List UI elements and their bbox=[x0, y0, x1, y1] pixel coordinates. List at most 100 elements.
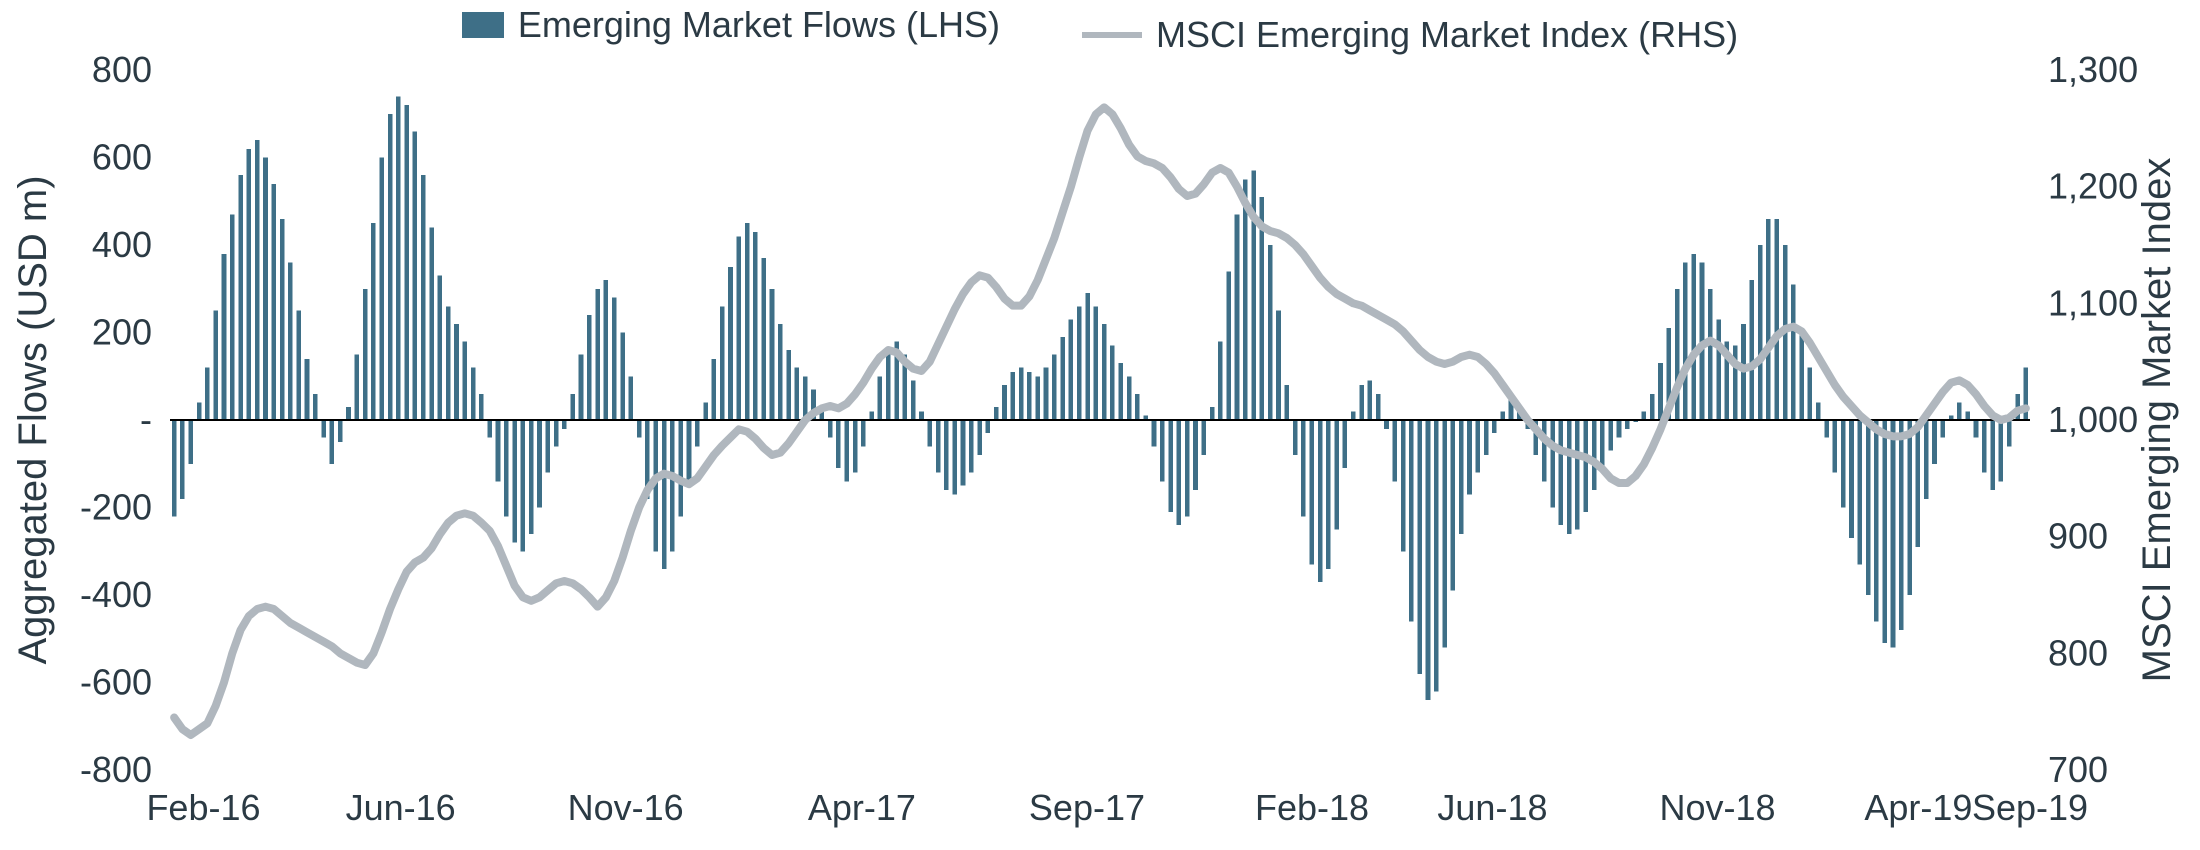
flow-bar bbox=[1334, 420, 1339, 529]
flow-bar bbox=[1575, 420, 1580, 529]
flow-bar bbox=[678, 420, 683, 516]
flow-bar bbox=[1766, 219, 1771, 420]
flow-bar bbox=[986, 420, 991, 433]
flow-bar bbox=[670, 420, 675, 551]
y-left-tick-label: -400 bbox=[80, 574, 152, 615]
flow-bar bbox=[853, 420, 858, 473]
flow-bar bbox=[1351, 411, 1356, 420]
flow-bar bbox=[1758, 245, 1763, 420]
flow-bar bbox=[952, 420, 957, 494]
flow-bar bbox=[1392, 420, 1397, 481]
flow-bar bbox=[238, 175, 243, 420]
flow-bar bbox=[761, 258, 766, 420]
flow-bar bbox=[446, 306, 451, 420]
index-line bbox=[174, 107, 2026, 735]
y-left-title: Aggregated Flows (USD m) bbox=[11, 175, 55, 664]
legend-label-index: MSCI Emerging Market Index (RHS) bbox=[1156, 14, 1738, 56]
flow-bar bbox=[1791, 284, 1796, 420]
flow-bar bbox=[1974, 420, 1979, 438]
flow-bar bbox=[1035, 376, 1040, 420]
flow-bar bbox=[263, 158, 268, 421]
y-left-tick-label: -800 bbox=[80, 749, 152, 790]
flow-bar bbox=[1127, 376, 1132, 420]
flow-bar bbox=[861, 420, 866, 446]
flow-bar bbox=[687, 420, 692, 481]
flow-bar bbox=[1916, 420, 1921, 547]
flow-bar bbox=[1135, 394, 1140, 420]
flow-bar bbox=[1891, 420, 1896, 648]
line-swatch-icon bbox=[1082, 32, 1142, 38]
flow-bar bbox=[363, 289, 368, 420]
flow-bar bbox=[280, 219, 285, 420]
flow-bar bbox=[1683, 263, 1688, 421]
flow-bar bbox=[662, 420, 667, 569]
flow-bar bbox=[1550, 420, 1555, 508]
flow-bar bbox=[1965, 411, 1970, 420]
flow-bar bbox=[595, 289, 600, 420]
flow-bar bbox=[1426, 420, 1431, 700]
y-left-tick-label: 200 bbox=[92, 312, 152, 353]
flow-bar bbox=[321, 420, 326, 438]
flow-bar bbox=[1924, 420, 1929, 499]
flow-bar bbox=[786, 350, 791, 420]
x-tick-label: Nov-18 bbox=[1659, 787, 1775, 828]
flow-bar bbox=[454, 324, 459, 420]
flow-bar bbox=[886, 350, 891, 420]
flow-bar bbox=[404, 105, 409, 420]
flow-bar bbox=[1094, 306, 1099, 420]
flow-bar bbox=[1459, 420, 1464, 534]
y-left-tick-label: 400 bbox=[92, 224, 152, 265]
flow-bar bbox=[1243, 179, 1248, 420]
flow-bar bbox=[1559, 420, 1564, 525]
flow-bar bbox=[703, 403, 708, 421]
y-right-tick-label: 700 bbox=[2048, 749, 2108, 790]
x-tick-label: Nov-16 bbox=[568, 787, 684, 828]
flow-bar bbox=[712, 359, 717, 420]
flow-bar bbox=[570, 394, 575, 420]
flow-bar bbox=[504, 420, 509, 516]
flow-bar bbox=[579, 354, 584, 420]
flow-bar bbox=[1177, 420, 1182, 525]
flow-bar bbox=[247, 149, 252, 420]
flow-bar bbox=[1808, 368, 1813, 421]
y-left-tick-label: - bbox=[140, 399, 152, 440]
flow-bar bbox=[1608, 420, 1613, 451]
flow-bar bbox=[1193, 420, 1198, 490]
flow-bar bbox=[1957, 403, 1962, 421]
flow-bar bbox=[529, 420, 534, 534]
flow-bar bbox=[620, 333, 625, 421]
y-left-tick-label: -200 bbox=[80, 487, 152, 528]
y-right-tick-label: 1,100 bbox=[2048, 282, 2138, 323]
flow-bar bbox=[429, 228, 434, 421]
flow-bar bbox=[1343, 420, 1348, 468]
flow-bar bbox=[1600, 420, 1605, 468]
flow-bar bbox=[844, 420, 849, 481]
flow-bar bbox=[1567, 420, 1572, 534]
flow-bar bbox=[1442, 420, 1447, 648]
flow-bar bbox=[205, 368, 210, 421]
x-tick-label: Apr-17 bbox=[808, 787, 916, 828]
flow-bar bbox=[977, 420, 982, 455]
y-right-tick-label: 800 bbox=[2048, 632, 2108, 673]
y-left-tick-label: -600 bbox=[80, 662, 152, 703]
flow-bar bbox=[346, 407, 351, 420]
flow-bar bbox=[1376, 394, 1381, 420]
flow-bar bbox=[1932, 420, 1937, 464]
flow-bar bbox=[172, 420, 177, 516]
flow-bar bbox=[1368, 381, 1373, 420]
y-right-axis: 7008009001,0001,1001,2001,300 bbox=[2048, 49, 2138, 790]
flow-bar bbox=[1401, 420, 1406, 551]
flow-bar bbox=[1301, 420, 1306, 516]
flow-bar bbox=[230, 214, 235, 420]
flow-bar bbox=[1841, 420, 1846, 508]
flow-bar bbox=[521, 420, 526, 551]
y-left-axis: -800-600-400-200 -200400600800 bbox=[80, 49, 152, 790]
flow-bar bbox=[1542, 420, 1547, 481]
flow-bar bbox=[305, 359, 310, 420]
flow-bar bbox=[462, 341, 467, 420]
flow-bar bbox=[1625, 420, 1630, 429]
flow-bar bbox=[188, 420, 193, 464]
flow-bar bbox=[1002, 385, 1007, 420]
legend: Emerging Market Flows (LHS) MSCI Emergin… bbox=[0, 4, 2200, 56]
flow-bar bbox=[1774, 219, 1779, 420]
